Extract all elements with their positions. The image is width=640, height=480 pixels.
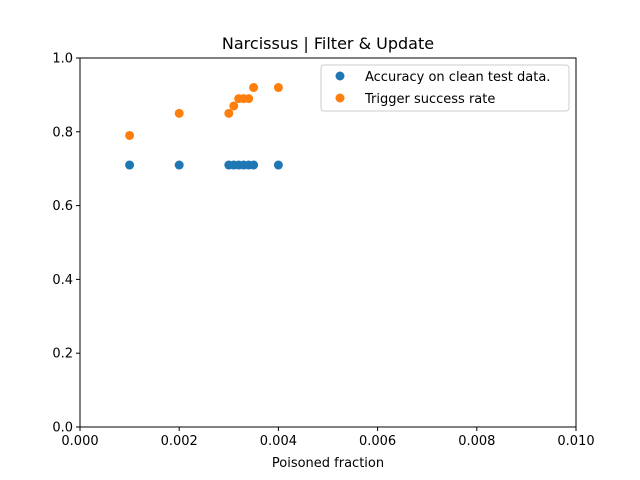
data-point xyxy=(229,101,239,111)
series-trigger-success xyxy=(125,83,283,140)
data-point xyxy=(249,83,259,93)
series-accuracy xyxy=(125,160,283,170)
data-point xyxy=(249,160,259,170)
data-point xyxy=(273,83,283,93)
y-tick-label: 0.4 xyxy=(52,273,73,288)
y-tick-label: 0.0 xyxy=(52,421,73,436)
plot-area xyxy=(125,83,283,170)
legend-label-trigger: Trigger success rate xyxy=(364,92,495,107)
x-tick-label: 0.010 xyxy=(557,434,594,449)
legend-box xyxy=(320,64,570,112)
x-tick-label: 0.000 xyxy=(61,434,98,449)
x-tick-label: 0.004 xyxy=(260,434,297,449)
legend-marker-trigger xyxy=(335,93,345,103)
data-point xyxy=(273,160,283,170)
plot-frame xyxy=(79,57,577,428)
data-point xyxy=(125,160,135,170)
x-tick-label: 0.008 xyxy=(458,434,495,449)
x-tick-label: 0.006 xyxy=(359,434,396,449)
y-tick-label: 0.6 xyxy=(52,199,73,214)
chart-title: Narcissus | Filter & Update xyxy=(222,34,434,53)
legend: Accuracy on clean test data. Trigger suc… xyxy=(320,64,570,112)
data-point xyxy=(174,108,184,118)
y-tick-label: 1.0 xyxy=(52,52,73,67)
data-point xyxy=(174,160,184,170)
y-tick-label: 0.8 xyxy=(52,125,73,140)
x-axis: 0.000 0.002 0.004 0.006 0.008 0.010 xyxy=(61,427,595,449)
legend-label-accuracy: Accuracy on clean test data. xyxy=(365,70,550,85)
x-tick-label: 0.002 xyxy=(161,434,198,449)
x-axis-label: Poisoned fraction xyxy=(272,456,384,471)
y-tick-label: 0.2 xyxy=(52,347,73,362)
data-point xyxy=(125,130,135,140)
data-point xyxy=(224,108,234,118)
data-point xyxy=(244,94,254,104)
y-axis: 0.0 0.2 0.4 0.6 0.8 1.0 xyxy=(52,52,80,436)
legend-marker-accuracy xyxy=(335,71,345,81)
